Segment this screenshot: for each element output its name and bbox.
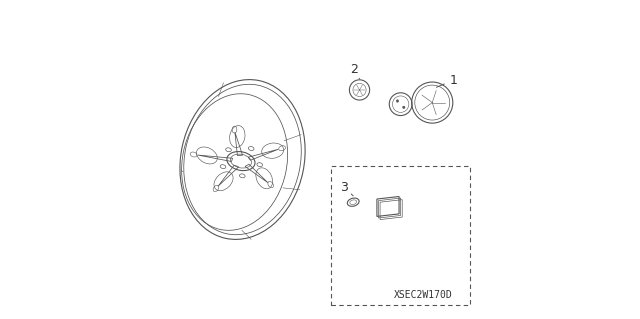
Ellipse shape [396,100,399,102]
Text: 2: 2 [350,63,360,79]
Text: 1: 1 [436,74,458,87]
Ellipse shape [403,106,405,108]
Text: 3: 3 [340,181,353,196]
Text: XSEC2W170D: XSEC2W170D [394,290,453,300]
